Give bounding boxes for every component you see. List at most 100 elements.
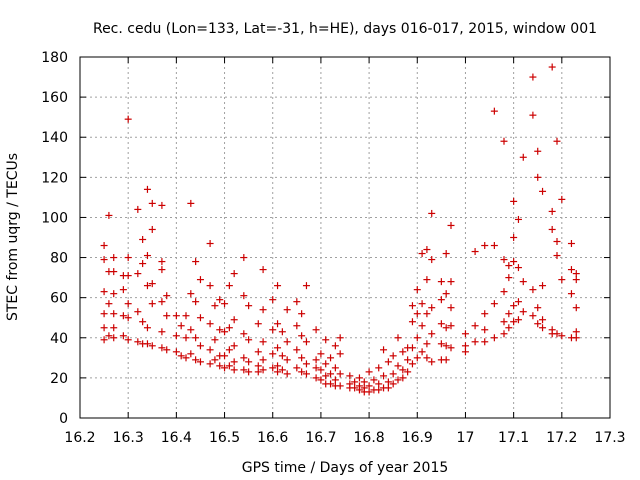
data-point bbox=[119, 332, 127, 340]
data-point bbox=[322, 372, 330, 380]
data-point bbox=[437, 320, 445, 328]
data-point bbox=[389, 370, 397, 378]
data-point bbox=[553, 238, 561, 246]
data-point bbox=[293, 346, 301, 354]
data-point bbox=[317, 366, 325, 374]
data-point bbox=[110, 290, 118, 298]
data-point bbox=[278, 328, 286, 336]
data-point bbox=[331, 364, 339, 372]
data-point bbox=[230, 270, 238, 278]
data-point bbox=[143, 340, 151, 348]
data-point bbox=[572, 270, 580, 278]
data-point bbox=[490, 334, 498, 342]
data-point bbox=[259, 338, 267, 346]
data-point bbox=[481, 326, 489, 334]
data-point bbox=[355, 374, 363, 382]
data-point bbox=[375, 386, 383, 394]
data-point bbox=[413, 354, 421, 362]
data-point bbox=[187, 290, 195, 298]
data-point bbox=[158, 266, 166, 274]
data-point bbox=[471, 338, 479, 346]
data-point bbox=[240, 254, 248, 262]
data-point bbox=[529, 286, 537, 294]
data-point bbox=[172, 332, 180, 340]
data-point bbox=[461, 348, 469, 356]
data-point bbox=[399, 348, 407, 356]
y-tick-label: 80 bbox=[50, 251, 68, 267]
data-point bbox=[567, 240, 575, 248]
data-point bbox=[298, 310, 306, 318]
data-point bbox=[442, 356, 450, 364]
data-point bbox=[298, 354, 306, 362]
data-point bbox=[254, 368, 262, 376]
data-point bbox=[196, 314, 204, 322]
data-point bbox=[187, 326, 195, 334]
data-point bbox=[221, 300, 229, 308]
data-point bbox=[230, 316, 238, 324]
data-point bbox=[510, 234, 518, 241]
data-point bbox=[437, 340, 445, 348]
data-point bbox=[206, 360, 214, 368]
data-point bbox=[505, 324, 513, 332]
data-point bbox=[269, 350, 277, 358]
data-point bbox=[172, 348, 180, 356]
data-point bbox=[221, 328, 229, 336]
data-point bbox=[177, 352, 185, 360]
data-point bbox=[134, 338, 142, 346]
data-point bbox=[240, 354, 248, 362]
data-point bbox=[302, 370, 310, 378]
data-point bbox=[384, 358, 392, 366]
data-point bbox=[206, 240, 214, 248]
data-point bbox=[274, 362, 282, 370]
data-point bbox=[158, 298, 166, 306]
data-point bbox=[572, 304, 580, 312]
data-point bbox=[514, 298, 522, 306]
data-point bbox=[100, 288, 108, 296]
data-point bbox=[355, 386, 363, 394]
data-point bbox=[327, 380, 335, 388]
data-point bbox=[404, 368, 412, 376]
data-point bbox=[418, 250, 426, 258]
data-point bbox=[158, 344, 166, 352]
data-point bbox=[539, 282, 547, 290]
data-point bbox=[216, 362, 224, 370]
data-point bbox=[312, 364, 320, 372]
data-point bbox=[100, 324, 108, 332]
data-point bbox=[245, 368, 253, 376]
data-point bbox=[437, 296, 445, 304]
data-point bbox=[423, 246, 431, 254]
data-point bbox=[539, 316, 547, 324]
data-point bbox=[158, 328, 166, 336]
data-point bbox=[259, 266, 267, 274]
data-point bbox=[298, 332, 306, 340]
data-point bbox=[187, 350, 195, 358]
data-point bbox=[572, 328, 580, 336]
data-point bbox=[211, 356, 219, 364]
data-point bbox=[423, 310, 431, 318]
data-point bbox=[119, 286, 127, 294]
data-point bbox=[514, 316, 522, 324]
data-point bbox=[553, 137, 561, 145]
data-point bbox=[163, 312, 171, 320]
data-point bbox=[346, 372, 354, 380]
data-point bbox=[500, 330, 508, 338]
data-point bbox=[399, 374, 407, 382]
data-point bbox=[514, 215, 522, 223]
data-point bbox=[510, 318, 518, 326]
data-point bbox=[505, 262, 513, 270]
data-point bbox=[529, 73, 537, 81]
data-point bbox=[534, 173, 542, 181]
y-tick-label: 160 bbox=[41, 90, 68, 106]
x-tick-label: 17.3 bbox=[594, 430, 625, 446]
data-point bbox=[418, 300, 426, 308]
data-point bbox=[336, 382, 344, 390]
data-point bbox=[572, 334, 580, 342]
data-point bbox=[572, 276, 580, 284]
data-point bbox=[558, 276, 566, 284]
data-point bbox=[312, 356, 320, 364]
data-point bbox=[548, 207, 556, 215]
data-point bbox=[408, 360, 416, 368]
data-point bbox=[283, 370, 291, 378]
data-point bbox=[216, 326, 224, 334]
y-tick-label: 180 bbox=[41, 50, 68, 66]
